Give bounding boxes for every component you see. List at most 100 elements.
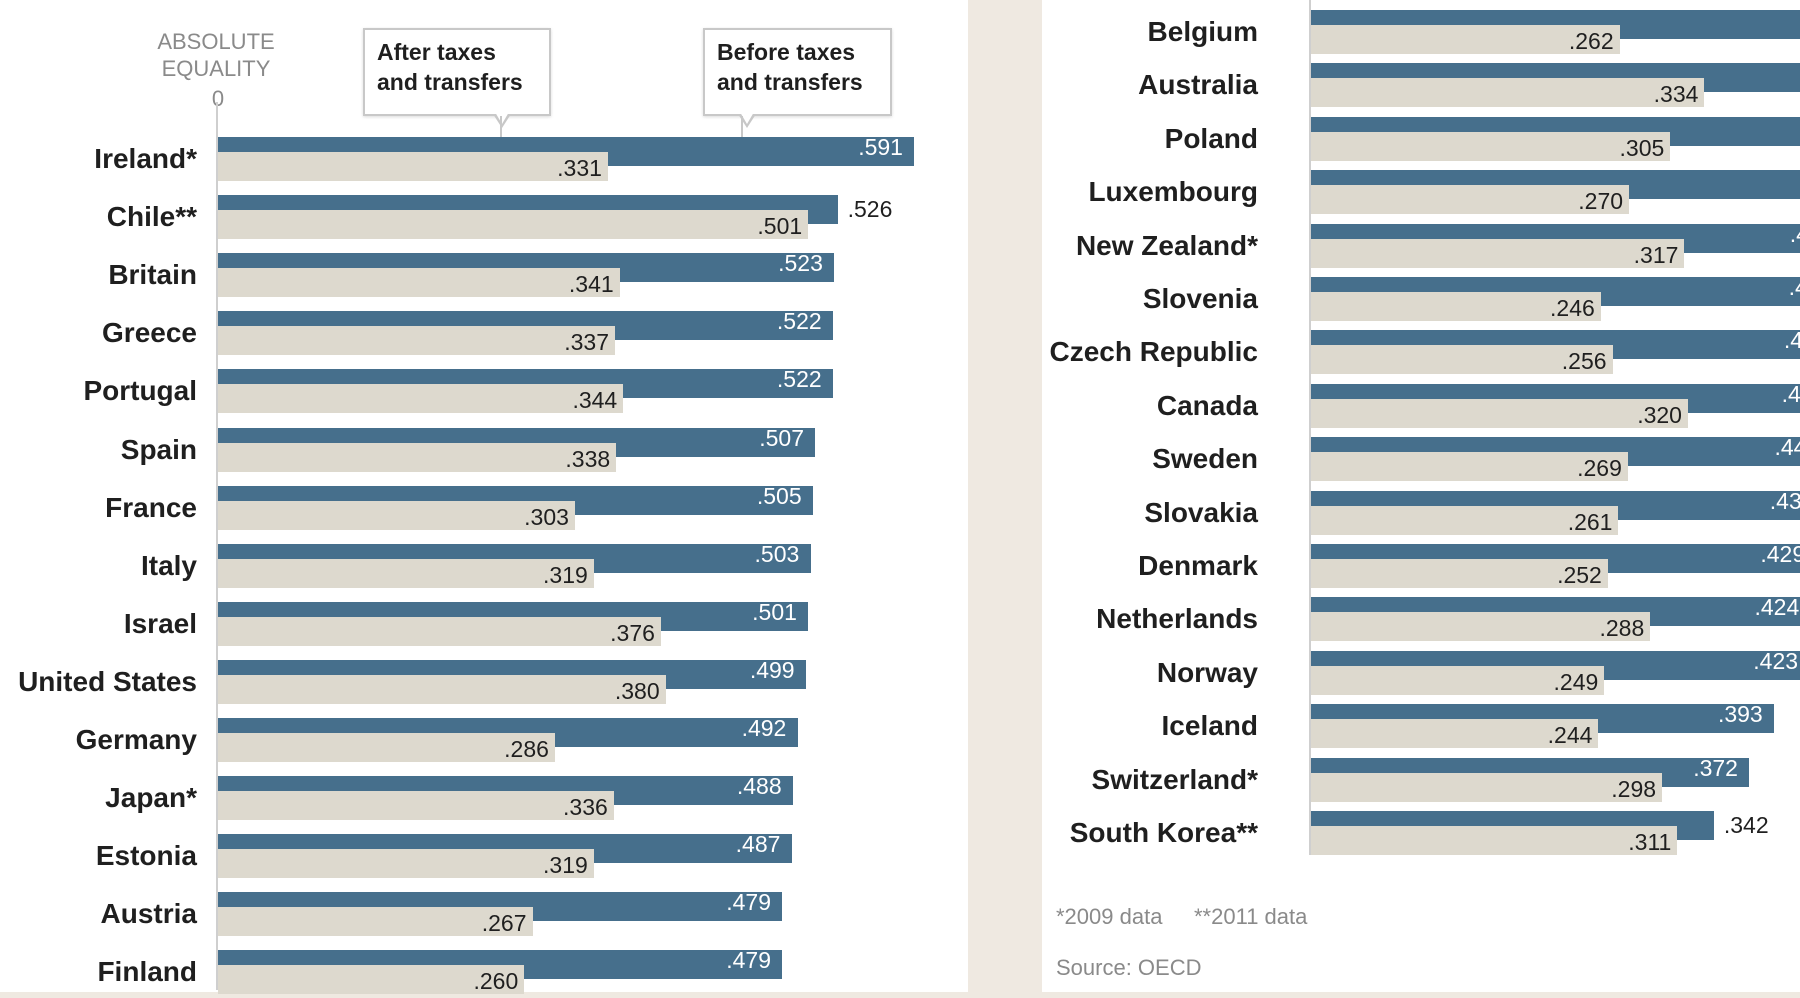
value-label-after: .501: [757, 213, 803, 240]
bar-after-taxes: [1311, 452, 1628, 482]
category-label: Ireland*: [94, 143, 197, 174]
bar-after-taxes: [218, 965, 525, 995]
value-label-before: .424: [1754, 594, 1800, 621]
bar-after-taxes: [1311, 612, 1651, 642]
value-label-after: .298: [1611, 775, 1657, 802]
zero-axis-line: [1309, 0, 1311, 855]
axis-title: ABSOLUTE EQUALITY: [157, 29, 275, 81]
left-chart-panel: ABSOLUTE EQUALITY 0 After taxes and tran…: [0, 0, 968, 995]
bar-after-taxes: [218, 558, 594, 588]
category-label: Greece: [102, 317, 197, 349]
bar-after-taxes: [218, 152, 608, 181]
right-chart-panel: Belgium.478.262Australia.469.334Poland.4…: [1042, 0, 1800, 992]
value-label-after: .267: [481, 910, 527, 937]
value-label-before: .454: [1789, 220, 1800, 247]
value-label-after: .331: [557, 155, 602, 181]
category-label: Slovakia: [1144, 496, 1258, 528]
bar-after-taxes: [1311, 345, 1613, 375]
category-label: Poland: [1164, 122, 1258, 154]
category-label: Britain: [108, 259, 197, 291]
value-label-after: .252: [1557, 562, 1602, 588]
axis-zero-label: 0: [211, 86, 225, 111]
category-label: New Zealand*: [1075, 229, 1258, 261]
bar-after-taxes: [1311, 398, 1688, 428]
value-label-before: .449: [1783, 327, 1800, 354]
value-label-before: .393: [1717, 701, 1763, 728]
legend-before-label: Before taxes and transfers: [717, 39, 863, 95]
bar-after-taxes: [1311, 238, 1685, 268]
category-label: Chile**: [106, 201, 197, 233]
bar-after-taxes: [1311, 665, 1605, 695]
value-label-before: .372: [1693, 754, 1738, 781]
value-label-after: .319: [543, 852, 588, 879]
legend-before-pointer: [741, 116, 743, 146]
category-label: Sweden: [1152, 443, 1258, 475]
bar-after-taxes: [218, 733, 555, 762]
bar-after-taxes: [218, 791, 614, 821]
bar-after-taxes: [1311, 719, 1599, 749]
value-label-after: .380: [614, 677, 660, 704]
category-label: France: [105, 491, 197, 523]
category-label: Spain: [120, 433, 197, 465]
value-label-before: .507: [759, 424, 804, 451]
bar-after-taxes: [1311, 78, 1705, 108]
value-label-after: .270: [1578, 188, 1624, 215]
value-label-after: .305: [1619, 134, 1665, 161]
value-label-after: .320: [1637, 401, 1682, 428]
footnote-2011: **2011 data: [1194, 904, 1308, 929]
value-label-before: .447: [1781, 380, 1800, 407]
bar-after-taxes: [218, 500, 575, 530]
category-label: Germany: [75, 724, 197, 755]
category-label: Finland: [97, 956, 197, 988]
value-label-before: .429: [1760, 541, 1800, 567]
category-label: Israel: [123, 607, 197, 639]
value-label-after: .260: [473, 968, 519, 995]
value-label-after: .337: [564, 329, 609, 356]
bar-after-taxes: [1311, 131, 1671, 161]
category-label: Italy: [140, 549, 197, 581]
value-label-before: .453: [1788, 274, 1800, 300]
value-label-after: .311: [1628, 829, 1672, 855]
value-label-before: .479: [726, 947, 772, 974]
value-label-before: .499: [749, 656, 795, 683]
legend-after-pointer: [500, 116, 502, 154]
value-label-before: .522: [776, 308, 822, 335]
value-label-after: .256: [1561, 348, 1607, 375]
value-label-after: .341: [568, 271, 614, 298]
bar-after-taxes: [218, 442, 617, 472]
legend-after-callout: After taxes and transfers: [363, 28, 551, 128]
category-label: Luxembourg: [1088, 176, 1258, 208]
category-label: Australia: [1138, 69, 1258, 101]
category-label: Portugal: [83, 375, 197, 407]
value-label-before: .342: [1723, 812, 1769, 838]
category-label: Canada: [1156, 389, 1258, 421]
bar-after-taxes: [1311, 292, 1601, 321]
bar-after-taxes: [218, 326, 615, 356]
value-label-before: .487: [735, 831, 781, 858]
bar-after-taxes: [218, 674, 666, 704]
bar-after-taxes: [1311, 826, 1678, 855]
footnote-2009: *2009 data: [1056, 904, 1163, 929]
legend-after-label: After taxes and transfers: [377, 39, 523, 95]
zero-axis-line: [216, 102, 218, 990]
bar-after-taxes: [1311, 772, 1663, 802]
bar-after-taxes: [218, 268, 620, 298]
value-label-after: .249: [1553, 668, 1599, 695]
chart-source: Source: OECD: [1056, 955, 1202, 980]
bar-after-taxes: [1311, 505, 1619, 535]
bar-after-taxes: [1311, 185, 1630, 215]
bar-after-taxes: [1311, 559, 1608, 588]
bar-after-taxes: [218, 210, 809, 240]
bar-after-taxes: [218, 616, 661, 646]
value-label-before: .522: [776, 366, 822, 393]
value-label-before: .479: [726, 889, 772, 916]
value-label-before: .505: [756, 482, 802, 509]
bar-after-taxes: [218, 384, 624, 414]
category-label: Denmark: [1138, 550, 1258, 581]
value-label-after: .334: [1653, 81, 1699, 108]
value-label-before: .423: [1753, 647, 1799, 674]
category-label: Estonia: [95, 840, 197, 872]
category-label: United States: [18, 665, 197, 697]
category-label: Belgium: [1147, 16, 1258, 47]
value-label-after: .338: [565, 445, 611, 472]
